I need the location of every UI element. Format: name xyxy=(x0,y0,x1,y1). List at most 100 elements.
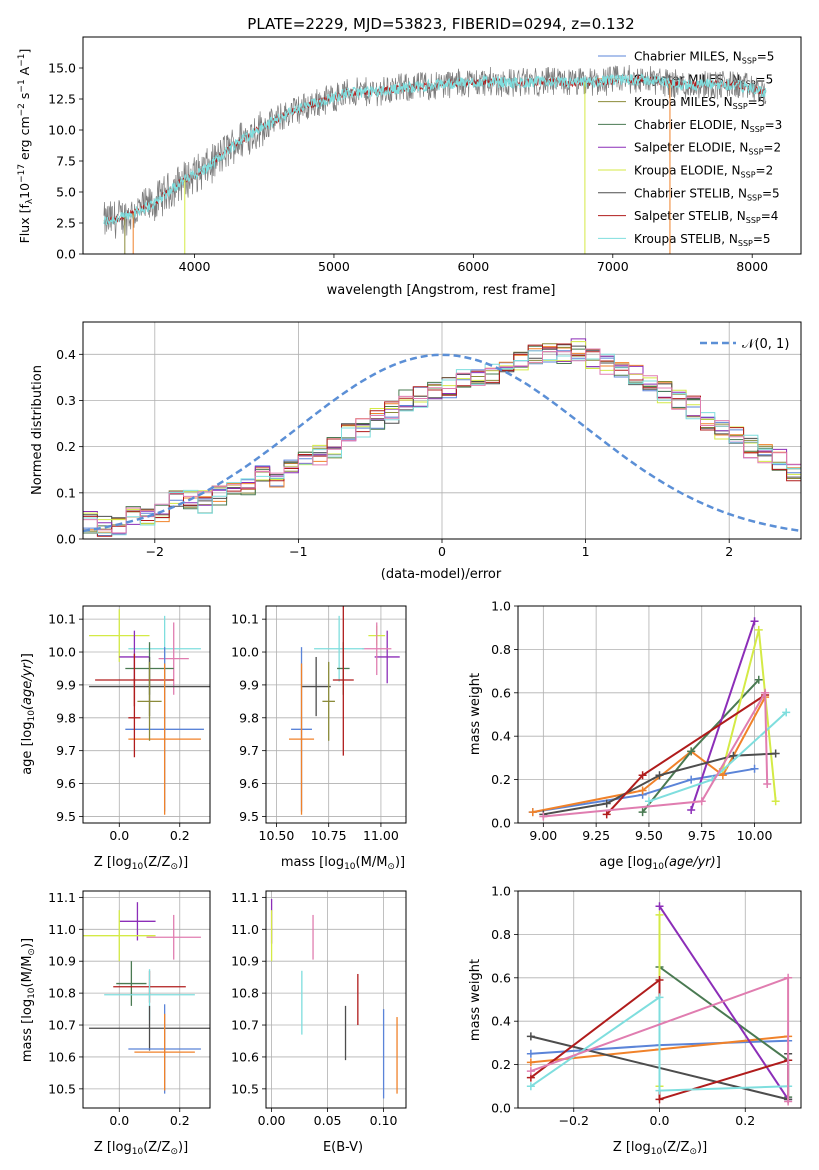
mw_vs_age-series-8-marker-3 xyxy=(763,779,772,788)
mw_vs_Z-ytick-label-4: 0.8 xyxy=(491,927,511,942)
mw-vs-z-panel: mass weight Z [log10(Z/Z⊙)] xyxy=(468,959,707,1157)
residuals-xtick-label-2: 0 xyxy=(438,544,446,559)
mw-vs-age-ylabel: mass weight xyxy=(468,673,483,755)
mw_vs_age-series-8-marker-1 xyxy=(697,797,706,806)
mw_vs_Z-series-7-marker-1 xyxy=(655,993,664,1002)
mw_vs_Z-xtick-label-2: 0.2 xyxy=(735,1113,755,1128)
histogram-salp_miles xyxy=(83,346,801,533)
spectrum-ytick-label-2: 5.0 xyxy=(56,185,76,200)
spectrum-marks: 4000 5000 6000 7000 8000 0.0 2.5 5.0 7.5 10.0 12.5… xyxy=(48,36,802,274)
spectrum-xtick-label-0: 4000 xyxy=(179,259,211,274)
mw_vs_age-series-6-marker-1 xyxy=(638,771,647,780)
mw_vs_Z-series-0-marker-0 xyxy=(526,1049,535,1058)
histogram-extra_pink xyxy=(83,348,801,534)
mw_vs_age-series-7-marker-2 xyxy=(782,708,791,717)
age-vs-z-xlabel: Z [log10(Z/Z⊙)] xyxy=(94,855,188,872)
mass-vs-ebv-panel: E(B-V) xyxy=(323,1140,363,1155)
mass_vs_Z-xtick-label-1: 0.2 xyxy=(170,1113,190,1128)
age_vs_Z-frame xyxy=(82,605,211,824)
age_vs_mass-ytick-label-6: 10.1 xyxy=(231,612,259,627)
mw_vs_age-series-4-marker-2 xyxy=(771,797,780,806)
mw_vs_age-ytick-label-1: 0.2 xyxy=(491,772,511,787)
residuals-xtick-label-4: 2 xyxy=(725,544,733,559)
age_vs_mass-marks: 10.50 10.75 11.00 9.5 9.6 9.7 9.8 9.9 10.0 10.1 xyxy=(231,605,407,843)
legend-label-8: Kroupa STELIB, NSSP=5 xyxy=(634,232,771,248)
age_vs_Z-ytick-label-4: 9.9 xyxy=(56,677,76,692)
age-vs-mass-xlabel: mass [log10(M/M⊙)] xyxy=(281,855,405,872)
age_vs_Z-plot-area xyxy=(89,609,210,815)
mw_vs_Z-series-4-marker-0 xyxy=(655,910,664,919)
histogram-krou_elodie xyxy=(83,341,801,525)
mw_vs_age-series-2-marker-0 xyxy=(638,808,647,817)
mw_vs_age-series-5-marker-3 xyxy=(729,751,738,760)
spectrum-ytick-label-5: 12.5 xyxy=(48,92,76,107)
mw_vs_age-series-0-marker-2 xyxy=(687,775,696,784)
mass_vs_ebv-xtick-label-2: 0.10 xyxy=(370,1113,398,1128)
mw-vs-age-panel: mass weight age [log10(age/yr)] xyxy=(468,673,721,872)
mass_vs_Z-ytick-label-1: 10.6 xyxy=(48,1049,76,1064)
mw_vs_age-ytick-label-5: 1.0 xyxy=(491,599,511,614)
residuals-panel: (data-model)/error Normed distribution 𝒩… xyxy=(30,337,789,582)
mw_vs_Z-series-8-marker-2 xyxy=(784,1097,793,1106)
mass-vs-z-xlabel: Z [log10(Z/Z⊙)] xyxy=(94,1140,188,1157)
mw_vs_age-marks: 9.00 9.25 9.50 9.75 10.00 0.0 0.2 0.4 0.6 0.8 1.0 xyxy=(491,599,802,843)
residuals-ytick-label-1: 0.1 xyxy=(56,485,76,500)
mw_vs_age-series-5-marker-1 xyxy=(602,799,611,808)
mw-vs-z-ylabel: mass weight xyxy=(468,959,483,1041)
mw_vs_age-ytick-label-0: 0.0 xyxy=(491,816,511,831)
mw_vs_age-series-2-marker-1 xyxy=(687,747,696,756)
spectrum-ytick-label-1: 2.5 xyxy=(56,216,76,231)
mw_vs_Z-ytick-label-3: 0.6 xyxy=(491,970,511,985)
legend-label-5: Kroupa ELODIE, NSSP=2 xyxy=(634,164,773,180)
legend-label-6: Chabrier STELIB, NSSP=5 xyxy=(634,186,780,202)
spectrum-frame xyxy=(82,36,802,255)
chart-marks: 4000 5000 6000 7000 80000.02.55.07.510.012.5… xyxy=(48,36,802,1128)
age_vs_Z-marks: 0.0 0.2 9.5 9.6 9.7 9.8 9.9 10.0 10.1 xyxy=(48,605,211,843)
mw_vs_age-series-3 xyxy=(690,620,756,811)
residuals-xtick-label-0: −2 xyxy=(146,544,164,559)
age_vs_mass-xtick-label-1: 10.75 xyxy=(311,828,347,843)
mass_vs_Z-frame xyxy=(82,890,211,1109)
mw_vs_age-series-0-marker-3 xyxy=(750,764,759,773)
residuals-ytick-label-4: 0.4 xyxy=(56,347,76,362)
residuals-marks: −2 −1 0 1 2 0.0 0.1 0.2 0.3 0.4 xyxy=(56,321,802,559)
mw-vs-age-xlabel: age [log10(age/yr)] xyxy=(599,855,721,872)
mass_vs_Z-ytick-label-0: 10.5 xyxy=(48,1081,76,1096)
spectrum-ytick-label-3: 7.5 xyxy=(56,154,76,169)
legend-label-0: Chabrier MILES, NSSP=5 xyxy=(634,50,774,66)
spectrum-ytick-label-0: 0.0 xyxy=(56,247,76,262)
mass_vs_Z-xtick-label-0: 0.0 xyxy=(109,1113,129,1128)
mw_vs_age-series-2-marker-2 xyxy=(754,675,763,684)
age_vs_Z-ytick-label-0: 9.5 xyxy=(56,809,76,824)
spectrum-xtick-label-3: 7000 xyxy=(597,259,629,274)
mw_vs_Z-xtick-label-1: 0.0 xyxy=(650,1113,670,1128)
spectrum-ylabel: Flux [fλ10−17 erg cm−2 s−1 A−1] xyxy=(17,49,35,244)
age_vs_mass-xtick-label-2: 11.00 xyxy=(363,828,399,843)
residuals-plot-area xyxy=(83,338,801,537)
mw_vs_age-series-5-marker-4 xyxy=(771,749,780,758)
mw_vs_age-series-1-marker-0 xyxy=(528,808,537,817)
histogram-krou_miles xyxy=(83,343,801,532)
mass_vs_ebv-plot-area xyxy=(270,898,398,1099)
legend-label-3: Chabrier ELODIE, NSSP=3 xyxy=(634,118,782,134)
residuals-ytick-label-0: 0.0 xyxy=(56,532,76,547)
mw_vs_age-series-4-marker-1 xyxy=(754,625,763,634)
mw_vs_Z-ytick-label-5: 1.0 xyxy=(491,884,511,899)
legend-label-2: Kroupa MILES, NSSP=5 xyxy=(634,95,765,111)
mw-vs-z-xlabel: Z [log10(Z/Z⊙)] xyxy=(613,1140,707,1157)
mw_vs_age-series-3-marker-1 xyxy=(750,617,759,626)
mass_vs_Z-ytick-label-2: 10.7 xyxy=(48,1018,76,1033)
mw_vs_Z-ytick-label-1: 0.2 xyxy=(491,1057,511,1072)
age_vs_Z-ytick-label-5: 10.0 xyxy=(48,645,76,660)
mass-vs-z-ylabel: mass [log10(M/M⊙)] xyxy=(20,938,37,1062)
mw_vs_Z-frame xyxy=(517,890,802,1109)
mass_vs_Z-ytick-label-6: 11.1 xyxy=(48,890,76,905)
mw_vs_Z-series-3-marker-0 xyxy=(655,902,664,911)
mass_vs_Z-ytick-label-5: 11.0 xyxy=(48,922,76,937)
mass_vs_ebv-ytick-label-4: 10.9 xyxy=(231,954,259,969)
age_vs_mass-frame xyxy=(265,605,407,824)
age_vs_mass-ytick-label-1: 9.6 xyxy=(239,776,259,791)
mass_vs_ebv-ytick-label-1: 10.6 xyxy=(231,1049,259,1064)
mass_vs_ebv-marks: 0.00 0.05 0.10 10.5 10.6 10.7 10.8 10.9 11.0 11.1 xyxy=(231,890,407,1128)
